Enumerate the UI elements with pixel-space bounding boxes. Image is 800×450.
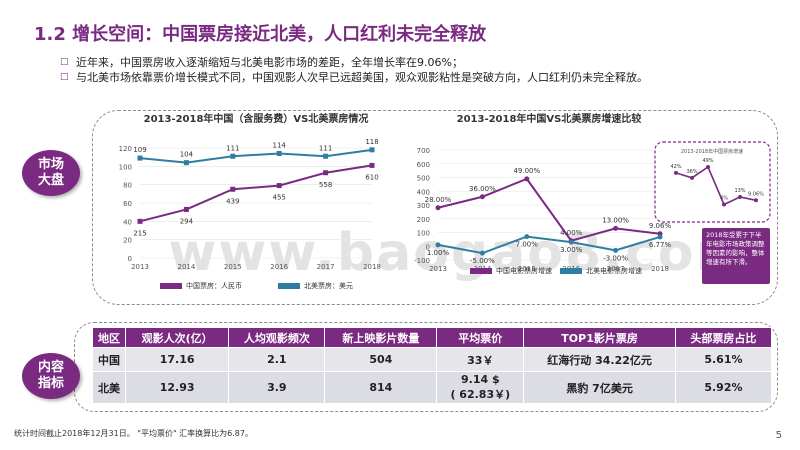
indicator-table: 地区 观影人次(亿） 人均观影频次 新上映影片数量 平均票价 TOP1影片票房 头部票房占比… bbox=[92, 327, 773, 404]
market-badge-line2: 大盘 bbox=[37, 173, 64, 188]
indicator-body: 中国 17.16 2.1 504 33￥ 红海行动 34.22亿元 5.61% 北美 12.93… bbox=[92, 347, 773, 404]
indicator-cell: 33￥ bbox=[436, 347, 525, 372]
indicator-cell: 5.92% bbox=[674, 371, 773, 404]
indicator-cell: 北美 bbox=[92, 371, 126, 404]
indicator-cell: 5.61% bbox=[674, 347, 773, 372]
indicator-row: 中国 17.16 2.1 504 33￥ 红海行动 34.22亿元 5.61% bbox=[92, 347, 773, 372]
indicator-cell: 中国 bbox=[92, 347, 126, 372]
indicator-header-6: 头部票房占比 bbox=[674, 327, 773, 348]
indicator-header-5: TOP1影片票房 bbox=[523, 327, 676, 348]
indicator-row: 北美 12.93 3.9 814 9.14 $( 62.83￥) 黑豹 7亿美元 5.92% bbox=[92, 371, 773, 404]
indicator-header-row: 地区 观影人次(亿） 人均观影频次 新上映影片数量 平均票价 TOP1影片票房 头部票房占比 bbox=[92, 327, 773, 348]
indicator-cell: 17.16 bbox=[124, 347, 230, 372]
chart-panel bbox=[92, 110, 778, 305]
footnote: 统计时间截止2018年12月31日。 "平均票价" 汇率换算比为6.87。 bbox=[14, 429, 253, 438]
indicator-cell: 12.93 bbox=[124, 371, 230, 404]
content-badge-line1: 内容 bbox=[37, 360, 64, 375]
indicator-cell: 9.14 $( 62.83￥) bbox=[436, 371, 525, 404]
market-badge-line1: 市场 bbox=[37, 157, 64, 172]
indicator-header-3: 新上映影片数量 bbox=[324, 327, 438, 348]
bullet-item: 与北美市场依靠票价增长模式不同，中国观影人次早已远超美国，观众观影粘性是突破方向… bbox=[60, 70, 648, 85]
content-badge-line2: 指标 bbox=[37, 376, 64, 391]
indicator-header-4: 平均票价 bbox=[436, 327, 525, 348]
indicator-cell: 3.9 bbox=[228, 371, 326, 404]
note-box: 2018年受累于下半年电影市场政策调整等因素的影响，整体增速有所下滑。 bbox=[702, 228, 770, 284]
indicator-cell: 2.1 bbox=[228, 347, 326, 372]
indicator-header-0: 地区 bbox=[92, 327, 126, 348]
indicator-cell: 黑豹 7亿美元 bbox=[523, 371, 676, 404]
indicator-header-1: 观影人次(亿） bbox=[124, 327, 230, 348]
indicator-header-2: 人均观影频次 bbox=[228, 327, 326, 348]
market-badge: 市场 大盘 bbox=[22, 150, 80, 196]
page-title: 1.2 增长空间：中国票房接近北美，人口红利未完全释放 bbox=[34, 24, 487, 45]
indicator-cell: 814 bbox=[324, 371, 438, 404]
page-number: 5 bbox=[775, 430, 782, 441]
content-badge: 内容 指标 bbox=[22, 353, 80, 399]
indicator-cell: 红海行动 34.22亿元 bbox=[523, 347, 676, 372]
bullet-item: 近年来，中国票房收入逐渐缩短与北美电影市场的差距，全年增长率在9.06%； bbox=[60, 55, 648, 70]
bullet-list: 近年来，中国票房收入逐渐缩短与北美电影市场的差距，全年增长率在9.06%； 与北… bbox=[60, 55, 648, 85]
indicator-cell: 504 bbox=[324, 347, 438, 372]
